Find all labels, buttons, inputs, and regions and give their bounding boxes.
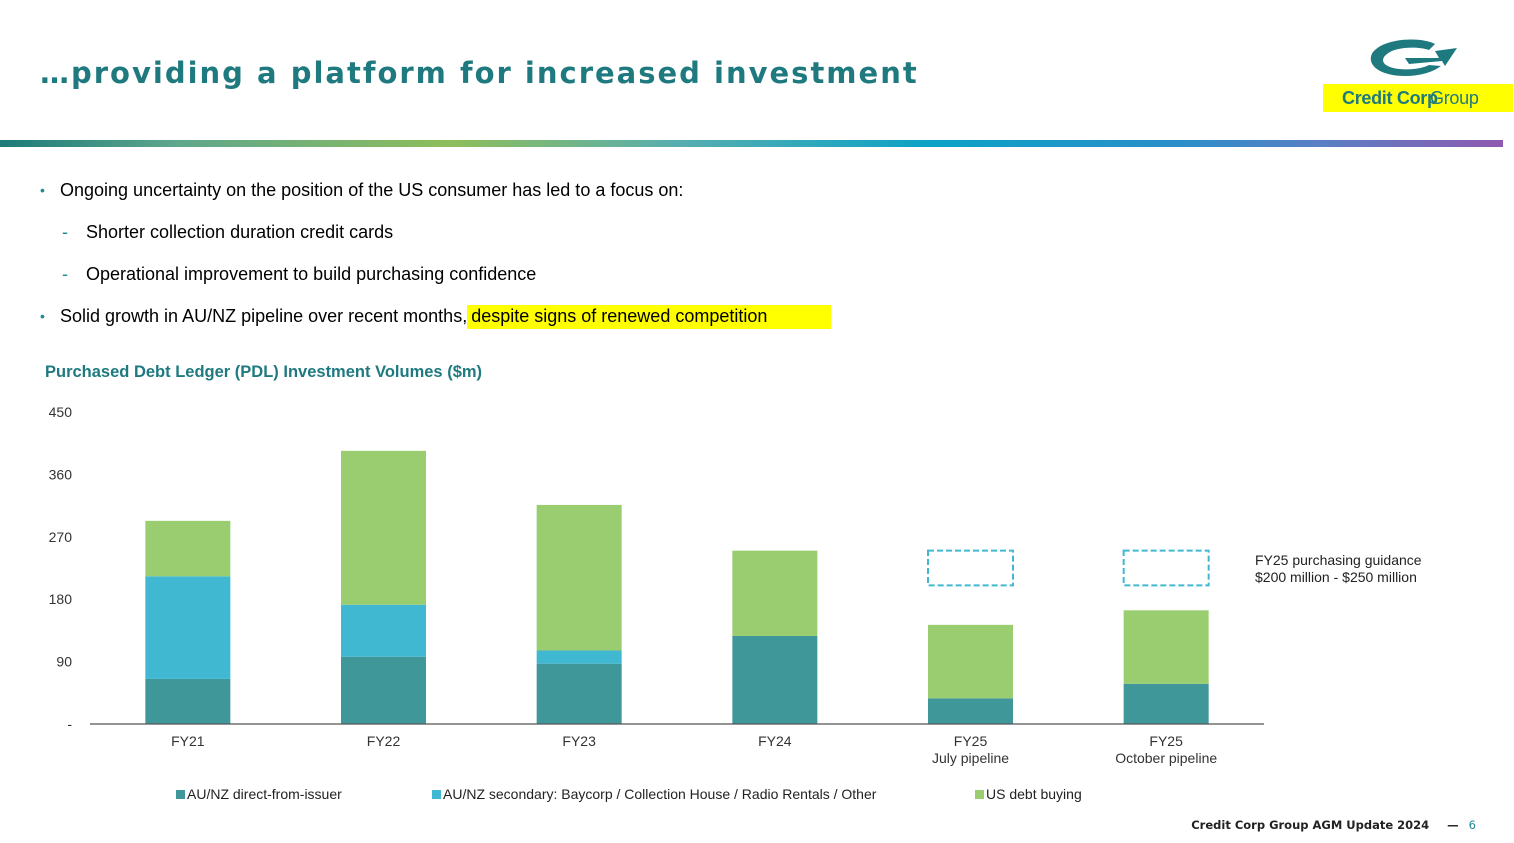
footer-text: Credit Corp Group AGM Update 2024 — [1191, 818, 1430, 832]
guidance-range-box — [927, 549, 1014, 587]
bar-us-debt — [732, 550, 818, 636]
y-tick-label: 360 — [49, 466, 73, 482]
header-gradient-divider — [0, 140, 1503, 147]
legend-label: AU/NZ direct-from-issuer — [187, 786, 342, 802]
bullet-item: Ongoing uncertainty on the position of t… — [60, 180, 684, 200]
bar-us-debt — [341, 450, 426, 605]
bar-au-direct — [145, 678, 231, 724]
bar-au-secondary — [145, 576, 231, 679]
highlighted-text: despite signs of renewed competition — [467, 305, 832, 329]
sub-bullet-item: Shorter collection duration credit cards — [86, 222, 394, 242]
bullet-item: Solid growth in AU/NZ pipeline over rece… — [60, 305, 832, 329]
legend-item-au-direct: AU/NZ direct-from-issuer — [176, 786, 342, 802]
guidance-line-1: FY25 purchasing guidance — [1255, 552, 1422, 568]
x-tick-label: FY24 — [758, 733, 792, 749]
logo-swoosh-icon — [1370, 39, 1457, 76]
bar-us-debt — [1123, 610, 1209, 684]
guidance-range-box — [1122, 549, 1210, 587]
bar-au-direct — [928, 698, 1013, 724]
bar-us-debt — [145, 520, 231, 577]
legend-swatch — [176, 790, 185, 799]
x-tick-label: July pipeline — [932, 750, 1009, 766]
x-tick-label: FY25 — [954, 733, 988, 749]
bar-au-secondary — [536, 650, 622, 664]
x-tick-label: FY21 — [171, 733, 205, 749]
x-tick-label: FY25 — [1149, 733, 1183, 749]
legend-label: US debt buying — [986, 786, 1082, 802]
bullet-text: Solid growth in AU/NZ pipeline over rece… — [60, 306, 468, 326]
y-tick-label: 180 — [49, 591, 73, 607]
x-tick-label: October pipeline — [1115, 750, 1217, 766]
x-tick-label: FY22 — [367, 733, 401, 749]
logo-wordmark: Credit Corp Group — [1323, 84, 1513, 112]
bar-au-direct — [536, 663, 622, 724]
guidance-annotation: FY25 purchasing guidance $200 million - … — [1255, 552, 1422, 586]
x-tick-label: FY23 — [562, 733, 596, 749]
footer: Credit Corp Group AGM Update 2024 — 6 — [1191, 818, 1476, 832]
credit-corp-logo: Credit Corp Group — [1323, 38, 1513, 113]
bullet-dot-icon: • — [40, 182, 45, 198]
legend-item-us: US debt buying — [975, 786, 1082, 802]
footer-separator: — — [1447, 818, 1459, 832]
bullet-dot-icon: • — [40, 308, 45, 324]
page-number: 6 — [1468, 818, 1476, 832]
dash-bullet-icon: - — [62, 264, 68, 284]
guidance-line-2: $200 million - $250 million — [1255, 569, 1417, 585]
y-tick-label: 270 — [49, 529, 73, 545]
y-tick-label: 450 — [49, 404, 73, 420]
logo-text-bold: Credit Corp — [1342, 88, 1438, 108]
y-tick-label: 90 — [56, 654, 72, 670]
logo-text-light: Group — [1430, 88, 1479, 108]
legend-swatch — [432, 790, 441, 799]
page-title: …providing a platform for increased inve… — [40, 56, 919, 90]
dash-bullet-icon: - — [62, 222, 68, 242]
bar-au-direct — [1123, 683, 1209, 724]
y-tick-label: - — [67, 716, 72, 732]
legend-item-au-secondary: AU/NZ secondary: Baycorp / Collection Ho… — [432, 786, 876, 802]
legend-label: AU/NZ secondary: Baycorp / Collection Ho… — [443, 786, 877, 802]
bar-us-debt — [536, 504, 622, 651]
legend-swatch — [975, 790, 984, 799]
bar-au-secondary — [341, 604, 426, 657]
chart-title: Purchased Debt Ledger (PDL) Investment V… — [45, 363, 483, 381]
sub-bullet-item: Operational improvement to build purchas… — [86, 264, 537, 284]
bar-us-debt — [928, 624, 1013, 699]
bar-au-direct — [341, 656, 426, 724]
bar-au-direct — [732, 635, 818, 724]
